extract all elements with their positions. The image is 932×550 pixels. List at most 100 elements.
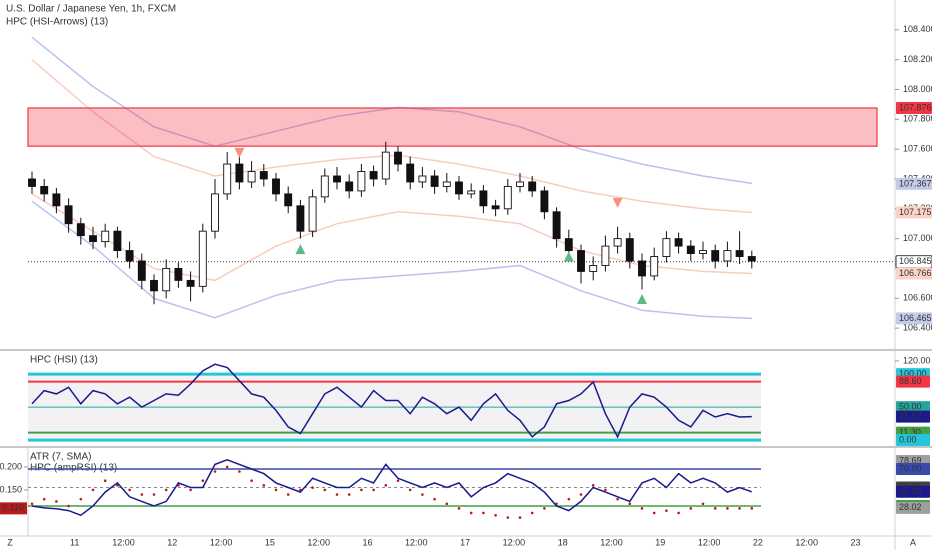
y-tick-label: 108.200 [903, 54, 932, 64]
atr-dot [372, 488, 375, 492]
value-label: 45.38 [899, 486, 922, 496]
y-tick-label: 107.600 [903, 144, 932, 154]
candle-body [89, 235, 97, 243]
candle-body [198, 230, 207, 287]
x-tick-label: 23 [850, 537, 860, 547]
atr-dot [152, 493, 156, 496]
atr-dot [360, 488, 363, 492]
candle-body [406, 163, 415, 183]
atr-dot [164, 488, 168, 492]
atr-dot [30, 502, 34, 506]
candle-body [235, 163, 244, 183]
atr-dot [79, 497, 83, 501]
atr-dot [665, 509, 668, 512]
candle-body [418, 175, 427, 183]
value-label: 100.00 [899, 368, 927, 378]
atr-dot [543, 507, 546, 510]
signal-arrow [637, 294, 647, 305]
candle-body [516, 181, 524, 187]
x-tick-label: 19 [655, 537, 665, 547]
candle-body [333, 175, 341, 183]
atr-dot [42, 497, 46, 501]
x-tick-label: 11 [70, 537, 79, 547]
value-label: 88.60 [899, 376, 922, 386]
candle-body [625, 238, 634, 262]
atr-dot [335, 493, 339, 496]
atr-dot [55, 500, 58, 503]
atr-dot [640, 507, 644, 510]
candle-body [503, 185, 512, 210]
candle-body [272, 178, 280, 195]
price-label: 106.465 [899, 313, 932, 323]
atr-dot [506, 516, 510, 519]
signal-arrow [234, 147, 245, 158]
candle-body [296, 205, 305, 232]
candle-body [711, 250, 720, 262]
candle-body [369, 171, 378, 180]
value-label: 28.02 [899, 502, 922, 512]
candle-body [162, 268, 171, 292]
atr-dot [128, 488, 131, 492]
candle-body [64, 205, 73, 225]
x-tick-label: 12:00 [795, 537, 818, 547]
candle-body [137, 260, 146, 281]
value-label-bg [896, 434, 930, 447]
price-label-bg [896, 312, 932, 325]
candle-body [564, 238, 573, 252]
candle-body [394, 151, 402, 165]
value-label-bg [896, 375, 930, 388]
atr-dot [238, 470, 241, 473]
candle-body [40, 185, 49, 195]
indicator-line [31, 458, 753, 517]
candle-body [259, 171, 268, 180]
chart-title: U.S. Dollar / Japanese Yen, 1h, FXCM [6, 4, 176, 15]
candle-body [430, 175, 439, 187]
atr-dot [140, 493, 144, 496]
atr-dot [323, 488, 327, 492]
x-tick-label: 17 [460, 537, 470, 547]
x-tick-label: 12:00 [307, 537, 330, 547]
price-label-bg [896, 101, 932, 114]
atr-dot [494, 513, 497, 517]
atr-dot [628, 502, 632, 506]
left-value-label: 0.110 [2, 503, 24, 513]
candle-body [113, 230, 122, 252]
atr-dot [189, 488, 192, 492]
value-label: 50.00 [899, 401, 922, 411]
x-tick-label: 12:00 [503, 537, 526, 547]
indicator-title: ATR (7, SMA) [30, 452, 91, 463]
atr-dot [67, 504, 70, 508]
signal-arrow [612, 197, 623, 208]
candle-body [211, 193, 219, 232]
atr-dot [713, 507, 717, 510]
signal-arrow [295, 244, 306, 255]
candle-body [442, 181, 451, 187]
atr-dot [726, 507, 729, 510]
candle-body [491, 205, 500, 210]
price-label-bg [896, 177, 932, 190]
y-tick-label: 0.200 [0, 461, 22, 471]
atr-dot [689, 507, 693, 510]
y-tick-label: 108.400 [903, 24, 932, 34]
corner-label: A [910, 537, 916, 547]
candle-body [528, 181, 537, 192]
atr-dot [482, 511, 485, 515]
atr-dot [311, 486, 314, 489]
indicator-line [31, 363, 752, 439]
value-label-bg [896, 501, 930, 514]
y-tick-label: 106.600 [903, 293, 932, 303]
atr-dot [421, 493, 424, 496]
x-tick-label: 22 [753, 537, 763, 547]
candle-body [284, 193, 293, 207]
price-label: 107.876 [899, 102, 932, 112]
atr-dot [396, 479, 400, 483]
value-label-bg [896, 401, 930, 414]
candle-body [613, 238, 622, 247]
corner-label: Z [7, 537, 13, 547]
value-label: 78.69 [899, 455, 922, 465]
candle-body [76, 223, 85, 237]
x-tick-label: 15 [265, 537, 275, 547]
atr-dot [616, 497, 619, 501]
x-tick-label: 16 [362, 537, 372, 547]
